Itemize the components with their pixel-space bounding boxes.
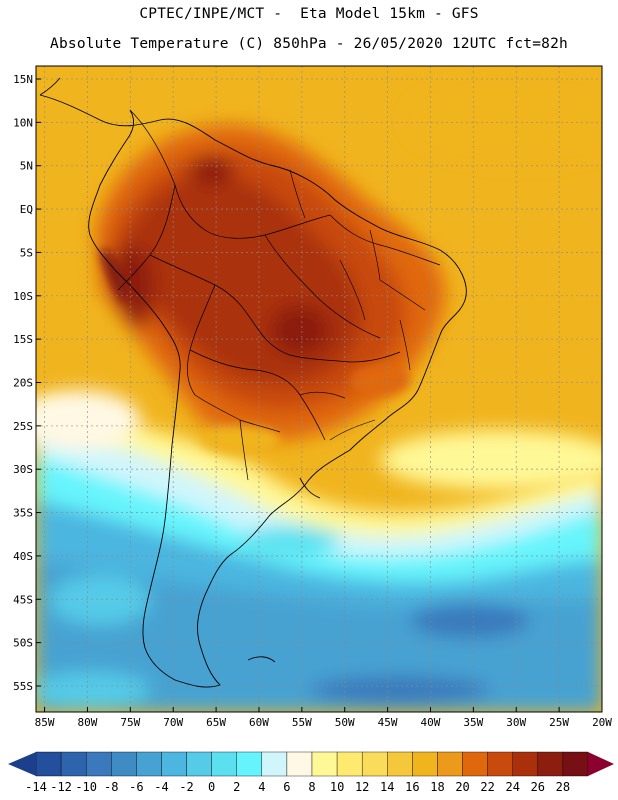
colorbar-box [111,751,137,777]
lat-tick-label: 50S [13,637,33,650]
colorbar-label: -2 [179,780,193,794]
lon-tick-label: 40W [421,716,441,729]
colorbar-box [85,751,112,777]
colorbar-label: 16 [405,780,419,794]
lat-tick-label: 10N [13,116,33,129]
colorbar-box [412,751,438,777]
lon-tick-label: 25W [549,716,569,729]
colorbar-label: -8 [104,780,118,794]
colorbar-box [35,751,62,777]
colorbar-label: -10 [75,780,97,794]
colorbar-label: 28 [556,780,570,794]
lat-tick-label: 20S [13,376,33,389]
plot-frame [35,65,603,713]
lon-tick-label: 75W [120,716,140,729]
colorbar-box [211,751,237,777]
colorbar-box [361,751,388,777]
colorbar-label: 10 [330,780,344,794]
lat-tick-label: 10S [13,290,33,303]
lat-tick-label: 15S [13,333,33,346]
lat-tick-label: 35S [13,507,33,520]
colorbar-under-arrow [8,752,36,776]
colorbar-label: 20 [455,780,469,794]
colorbar-box [236,751,263,777]
colorbar-label: -14 [25,780,47,794]
chart-subtitle: Absolute Temperature (C) 850hPa - 26/05/… [50,36,568,52]
lon-tick-label: 35W [463,716,483,729]
colorbar-box [537,751,564,777]
colorbar-box [487,751,513,777]
lon-tick-label: 60W [249,716,269,729]
lat-tick-label: 55S [13,680,33,693]
lon-tick-label: 20W [592,716,612,729]
colorbar-label: 6 [283,780,290,794]
temperature-field [36,66,602,712]
colorbar-label: 14 [380,780,394,794]
longitude-tick-labels: 85W 80W 75W 70W 65W 60W 55W 50W 45W 40W 35W 30W 25W 2… [35,707,612,729]
chart-title: CPTEC/INPE/MCT - Eta Model 15km - GFS [139,6,479,22]
colorbar-label: 8 [308,780,315,794]
colorbar-box [261,751,288,777]
latitude-tick-labels: 15N 10N 5N EQ 5S 10S 15S 20S 25S 30S 35S 40S 45S 50S 5… [13,73,41,693]
colorbar-label: 24 [506,780,520,794]
colorbar-box [161,751,187,777]
lon-tick-label: 70W [163,716,183,729]
colorbar-box [286,751,313,777]
lat-tick-label: 30S [13,463,33,476]
lat-tick-label: 25S [13,420,33,433]
colorbar-label: -6 [129,780,143,794]
colorbar-label: 0 [208,780,215,794]
colorbar-box [60,751,87,777]
state-borders [289,169,426,441]
graticule [36,66,602,712]
colorbar-label: 22 [480,780,494,794]
colorbar-box [311,751,338,777]
lon-tick-label: 80W [78,716,98,729]
lat-tick-label: EQ [20,203,33,216]
colorbar-box [462,751,488,777]
colorbar-label: 2 [233,780,240,794]
lat-tick-label: 40S [13,550,33,563]
colorbar-box [437,751,463,777]
colorbar-label: -12 [50,780,72,794]
country-borders [117,109,441,481]
colorbar-label: 4 [258,780,265,794]
colorbar-box [186,751,212,777]
lat-tick-label: 45S [13,593,33,606]
lon-tick-label: 85W [35,716,55,729]
coastline [39,77,467,688]
lat-tick-label: 5N [20,160,33,173]
lon-tick-label: 65W [206,716,226,729]
lon-tick-label: 50W [335,716,355,729]
lon-tick-label: 55W [292,716,312,729]
colorbar-label: 12 [355,780,369,794]
colorbar-box [387,751,413,777]
colorbar-label: 18 [430,780,444,794]
colorbar-box [512,751,539,777]
colorbar-box [336,751,363,777]
colorbar-over-arrow [588,752,614,776]
colorbar-box [136,751,162,777]
lat-tick-label: 15N [13,73,33,86]
colorbar-label: -4 [154,780,168,794]
lon-tick-label: 30W [506,716,526,729]
lon-tick-label: 45W [378,716,398,729]
colorbar-box [562,751,589,777]
lat-tick-label: 5S [20,246,33,259]
colorbar-label: 26 [531,780,545,794]
